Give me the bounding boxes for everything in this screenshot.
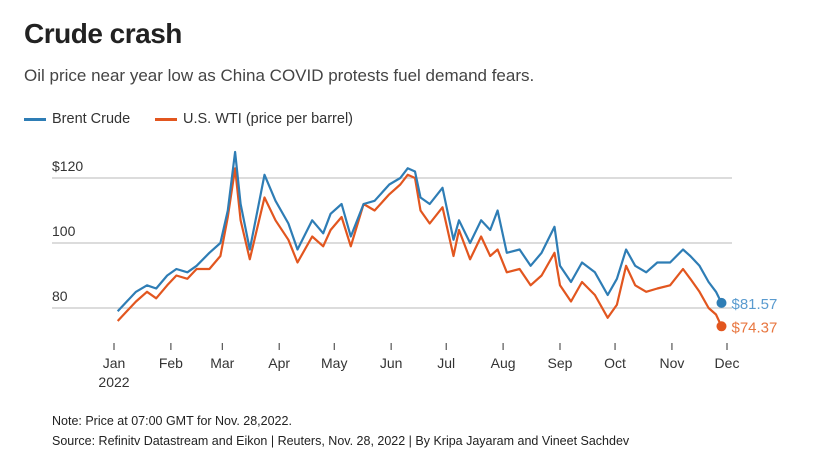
x-tick-label: Jan xyxy=(103,355,126,371)
y-tick-label: $120 xyxy=(52,158,83,174)
chart-source: Source: Refinitv Datastream and Eikon | … xyxy=(52,434,630,448)
x-tick-label: Jun xyxy=(380,355,403,371)
y-tick-label: 100 xyxy=(52,223,76,239)
x-tick-label: Jul xyxy=(437,355,455,371)
series-line-wti xyxy=(116,167,723,327)
y-tick-label: 80 xyxy=(52,288,68,304)
chart-title: Crude crash xyxy=(24,18,182,49)
chart-subtitle: Oil price near year low as China COVID p… xyxy=(24,66,535,85)
legend-label-brent: Brent Crude xyxy=(52,111,131,127)
end-point-brent xyxy=(716,297,727,308)
x-tick-label: Aug xyxy=(491,355,516,371)
end-point-wti xyxy=(716,321,727,332)
legend-swatch-brent xyxy=(24,117,46,121)
chart-note: Note: Price at 07:00 GMT for Nov. 28,202… xyxy=(52,414,292,428)
x-tick-label: Nov xyxy=(659,355,684,371)
x-tick-label: Oct xyxy=(604,355,626,371)
x-tick-label: Apr xyxy=(268,355,290,371)
x-tick-label: Dec xyxy=(715,355,740,371)
end-label-wti: $74.37 xyxy=(731,319,777,336)
x-tick-sublabel: 2022 xyxy=(98,374,129,390)
series-line-brent xyxy=(116,150,723,313)
legend-label-wti: U.S. WTI (price per barrel) xyxy=(183,111,353,127)
x-tick-label: Mar xyxy=(210,355,234,371)
x-tick-label: Feb xyxy=(159,355,183,371)
x-tick-label: May xyxy=(321,355,347,371)
x-tick-label: Sep xyxy=(548,355,573,371)
legend-swatch-wti xyxy=(155,117,177,121)
legend-item-brent: Brent Crude xyxy=(24,111,130,127)
legend-item-wti: U.S. WTI (price per barrel) xyxy=(155,111,353,127)
end-label-brent: $81.57 xyxy=(731,296,777,313)
